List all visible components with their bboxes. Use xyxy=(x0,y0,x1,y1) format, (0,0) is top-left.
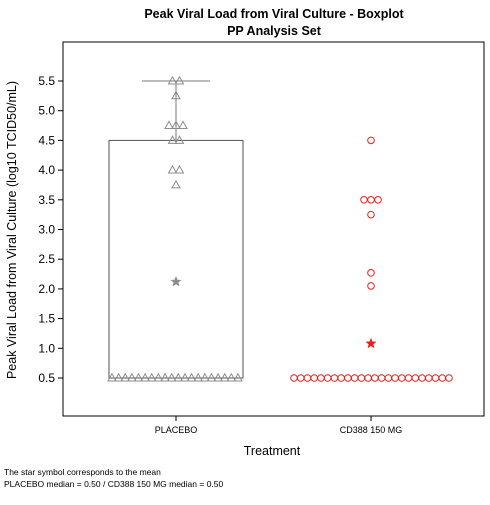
y-tick-label-9: 5.0 xyxy=(38,104,55,118)
data-point-1-13 xyxy=(377,374,386,382)
plot-frame xyxy=(62,41,485,417)
data-point-0-19 xyxy=(233,372,243,382)
data-point-1-18 xyxy=(411,374,420,382)
data-point-0-28 xyxy=(171,90,181,100)
data-point-1-27 xyxy=(360,196,368,204)
x-tick-label-1: CD388 150 MG xyxy=(340,425,403,435)
y-tick-label-7: 4.0 xyxy=(38,163,55,177)
data-point-0-24 xyxy=(174,135,185,144)
data-point-1-26 xyxy=(367,210,375,219)
data-point-0-7 xyxy=(153,372,164,382)
data-point-0-14 xyxy=(199,372,210,382)
data-point-1-29 xyxy=(374,196,382,204)
data-point-1-17 xyxy=(404,374,413,382)
data-point-1-21 xyxy=(431,374,440,382)
data-point-0-3 xyxy=(127,372,137,382)
x-tick-label-0: PLACEBO xyxy=(155,425,198,435)
y-tick-label-8: 4.5 xyxy=(38,133,55,147)
data-point-0-10 xyxy=(173,372,184,382)
data-point-0-16 xyxy=(213,372,223,382)
data-point-0-11 xyxy=(180,372,190,382)
y-tick-label-2: 1.5 xyxy=(38,312,55,326)
data-point-0-15 xyxy=(206,372,217,382)
data-point-0-12 xyxy=(186,372,197,382)
data-point-0-25 xyxy=(164,120,174,129)
data-point-1-11 xyxy=(364,374,372,382)
data-point-1-7 xyxy=(337,374,345,382)
data-point-1-10 xyxy=(357,374,366,382)
data-point-0-13 xyxy=(193,372,204,382)
data-point-0-9 xyxy=(166,372,177,382)
data-point-0-18 xyxy=(226,372,237,382)
data-point-0-22 xyxy=(174,164,185,174)
data-point-1-16 xyxy=(398,374,406,382)
data-point-1-20 xyxy=(424,374,433,382)
data-point-1-8 xyxy=(344,374,352,382)
data-point-1-9 xyxy=(350,374,359,382)
data-point-1-22 xyxy=(438,374,447,382)
data-point-1-2 xyxy=(303,374,312,382)
data-point-1-30 xyxy=(367,136,375,145)
data-point-1-19 xyxy=(418,374,426,382)
data-point-1-14 xyxy=(384,374,393,382)
mean-star-0 xyxy=(170,275,182,287)
y-tick-label-1: 1.0 xyxy=(38,341,55,355)
data-point-0-4 xyxy=(133,372,144,382)
data-point-0-30 xyxy=(174,75,185,85)
x-axis: PLACEBO CD388 150 MG xyxy=(155,416,403,435)
data-point-1-12 xyxy=(371,374,379,382)
x-axis-title: Treatment xyxy=(244,444,301,458)
data-point-0-23 xyxy=(167,135,178,144)
chart-title: Peak Viral Load from Viral Culture - Box… xyxy=(144,7,404,21)
data-point-0-29 xyxy=(167,75,178,85)
box-layer xyxy=(108,80,244,379)
y-tick-label-0: 0.5 xyxy=(38,371,55,385)
data-point-1-4 xyxy=(317,374,325,382)
box-0 xyxy=(108,139,244,379)
data-point-0-26 xyxy=(171,120,181,129)
footnote-median: PLACEBO median = 0.50 / CD388 150 MG med… xyxy=(4,479,224,489)
data-point-1-23 xyxy=(445,374,453,382)
data-point-1-24 xyxy=(367,282,375,290)
data-point-0-20 xyxy=(171,179,181,189)
data-point-1-1 xyxy=(296,374,305,382)
data-point-0-5 xyxy=(140,372,151,382)
data-point-0-17 xyxy=(219,372,230,382)
data-point-0-1 xyxy=(113,372,124,382)
data-point-0-6 xyxy=(146,372,157,382)
y-tick-label-5: 3.0 xyxy=(38,223,55,237)
points-layer xyxy=(107,75,453,382)
data-point-1-28 xyxy=(367,196,375,204)
data-point-1-25 xyxy=(367,269,375,277)
y-axis-title: Peak Viral Load from Viral Culture (log1… xyxy=(5,81,19,379)
y-tick-label-6: 3.5 xyxy=(38,193,55,207)
mean-star-1 xyxy=(365,337,377,349)
data-point-1-6 xyxy=(330,374,339,382)
footnote-mean: The star symbol corresponds to the mean xyxy=(4,467,161,477)
data-point-0-0 xyxy=(107,372,117,382)
y-tick-label-10: 5.5 xyxy=(38,74,55,88)
y-tick-label-4: 2.5 xyxy=(38,252,55,266)
data-point-1-0 xyxy=(290,374,298,382)
data-point-0-2 xyxy=(120,372,131,382)
y-tick-label-3: 2.0 xyxy=(38,282,55,296)
data-point-0-27 xyxy=(178,120,188,129)
y-axis: 0.5 1.0 1.5 2.0 2.5 3.0 3.5 4.0 4.5 5.0 5.5 xyxy=(38,74,63,385)
data-point-0-8 xyxy=(160,372,170,382)
data-point-1-15 xyxy=(391,374,399,382)
data-point-1-5 xyxy=(323,374,332,382)
data-point-1-3 xyxy=(310,374,319,382)
chart-subtitle: PP Analysis Set xyxy=(227,24,322,38)
data-point-0-21 xyxy=(167,164,178,174)
